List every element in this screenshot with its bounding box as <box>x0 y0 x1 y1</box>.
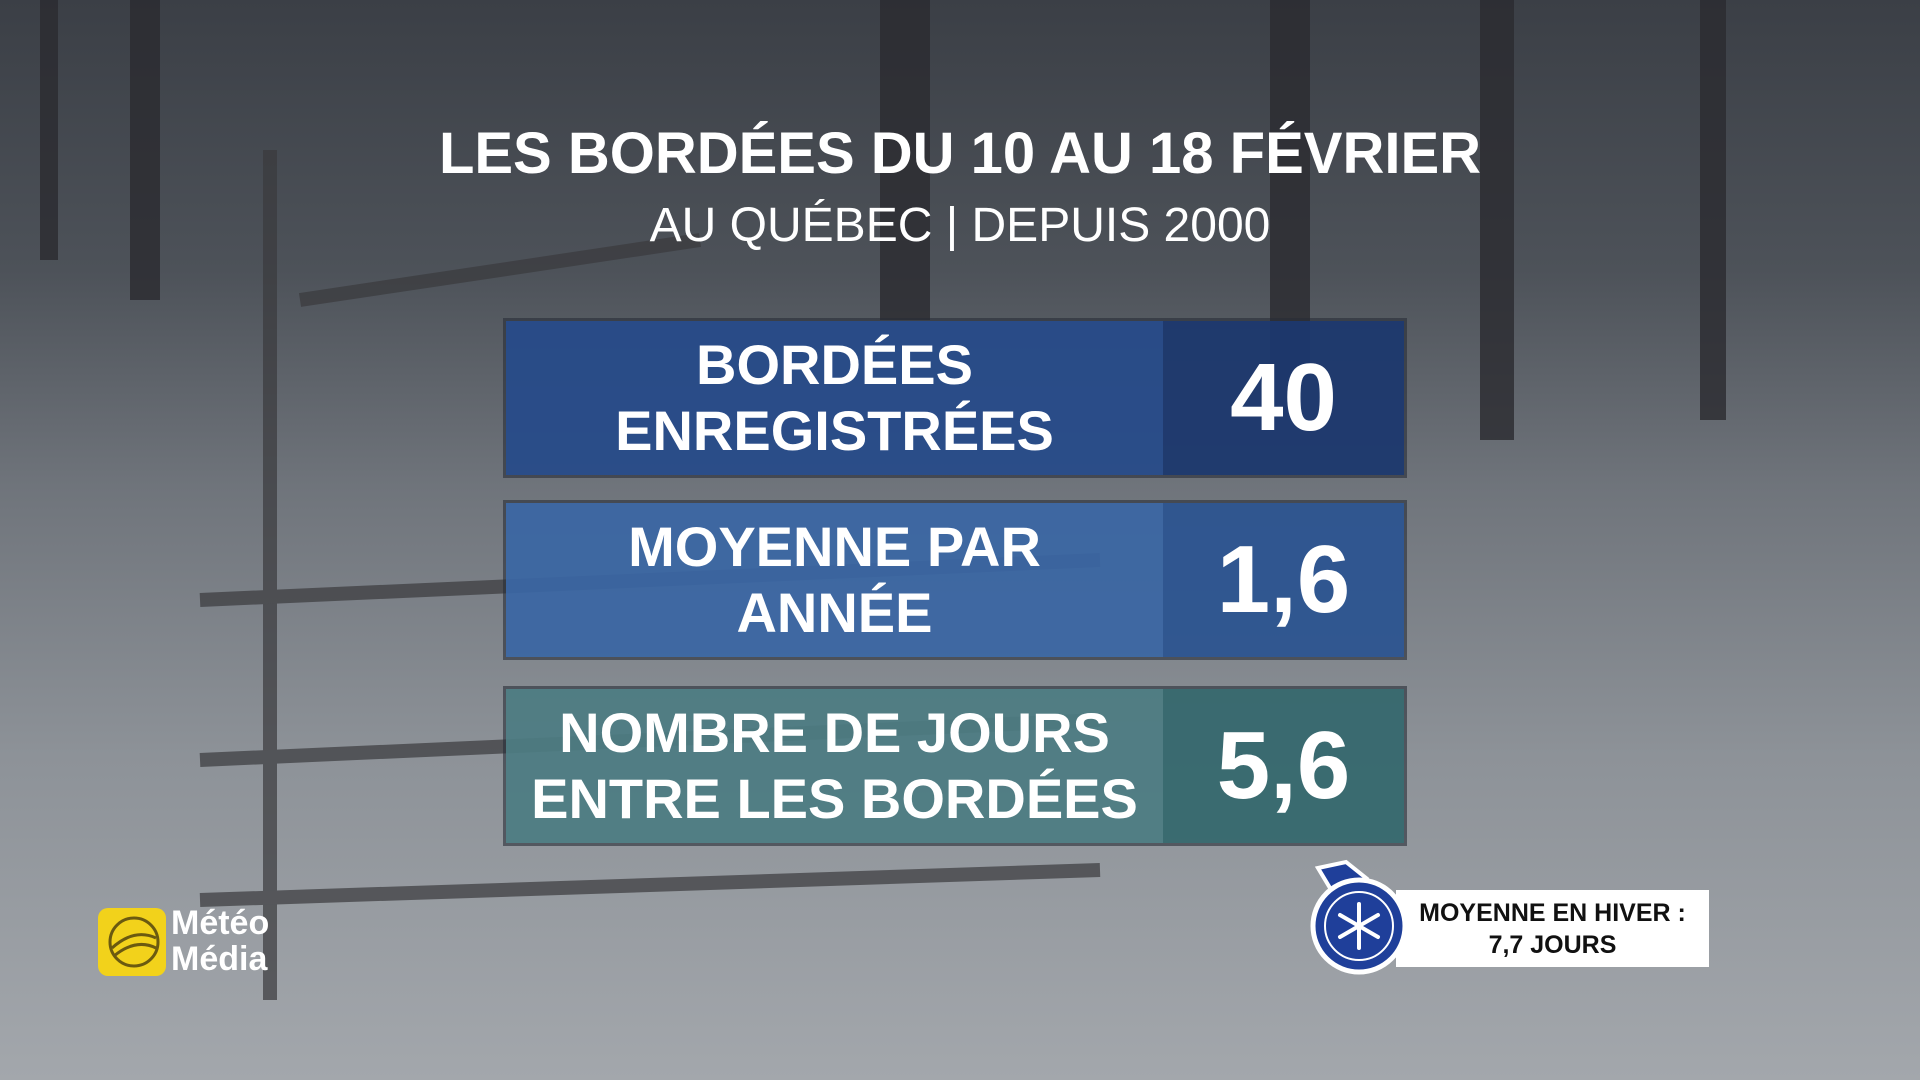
stat-value: 1,6 <box>1163 503 1404 657</box>
snow-icon <box>1310 859 1408 975</box>
label-line: MOYENNE PAR <box>628 515 1041 578</box>
stat-row: NOMBRE DE JOURS ENTRE LES BORDÉES 5,6 <box>506 689 1404 843</box>
stat-row: MOYENNE PAR ANNÉE 1,6 <box>506 503 1404 657</box>
label-line: BORDÉES <box>696 333 973 396</box>
stat-label: BORDÉES ENREGISTRÉES <box>506 321 1163 475</box>
label-line: ENTRE LES BORDÉES <box>531 767 1138 830</box>
logo-icon <box>98 908 166 976</box>
stat-value: 5,6 <box>1163 689 1404 843</box>
badge-line: 7,7 JOURS <box>1488 930 1617 959</box>
label-line: ENREGISTRÉES <box>615 399 1054 462</box>
subtitle: AU QUÉBEC | DEPUIS 2000 <box>649 199 1271 252</box>
title: LES BORDÉES DU 10 AU 18 FÉVRIER <box>438 121 1482 186</box>
label-line: ANNÉE <box>736 581 933 644</box>
stat-label: NOMBRE DE JOURS ENTRE LES BORDÉES <box>506 689 1163 843</box>
badge-line: MOYENNE EN HIVER : <box>1419 898 1686 927</box>
stat-value: 40 <box>1163 321 1404 475</box>
stat-row: BORDÉES ENREGISTRÉES 40 <box>506 321 1404 475</box>
logo-line: Météo <box>171 904 270 942</box>
stat-label: MOYENNE PAR ANNÉE <box>506 503 1163 657</box>
logo-line: Média <box>171 940 268 978</box>
label-line: NOMBRE DE JOURS <box>559 701 1110 764</box>
badge: MOYENNE EN HIVER : 7,7 JOURS <box>1396 890 1709 967</box>
logo: Météo Média <box>171 905 269 977</box>
